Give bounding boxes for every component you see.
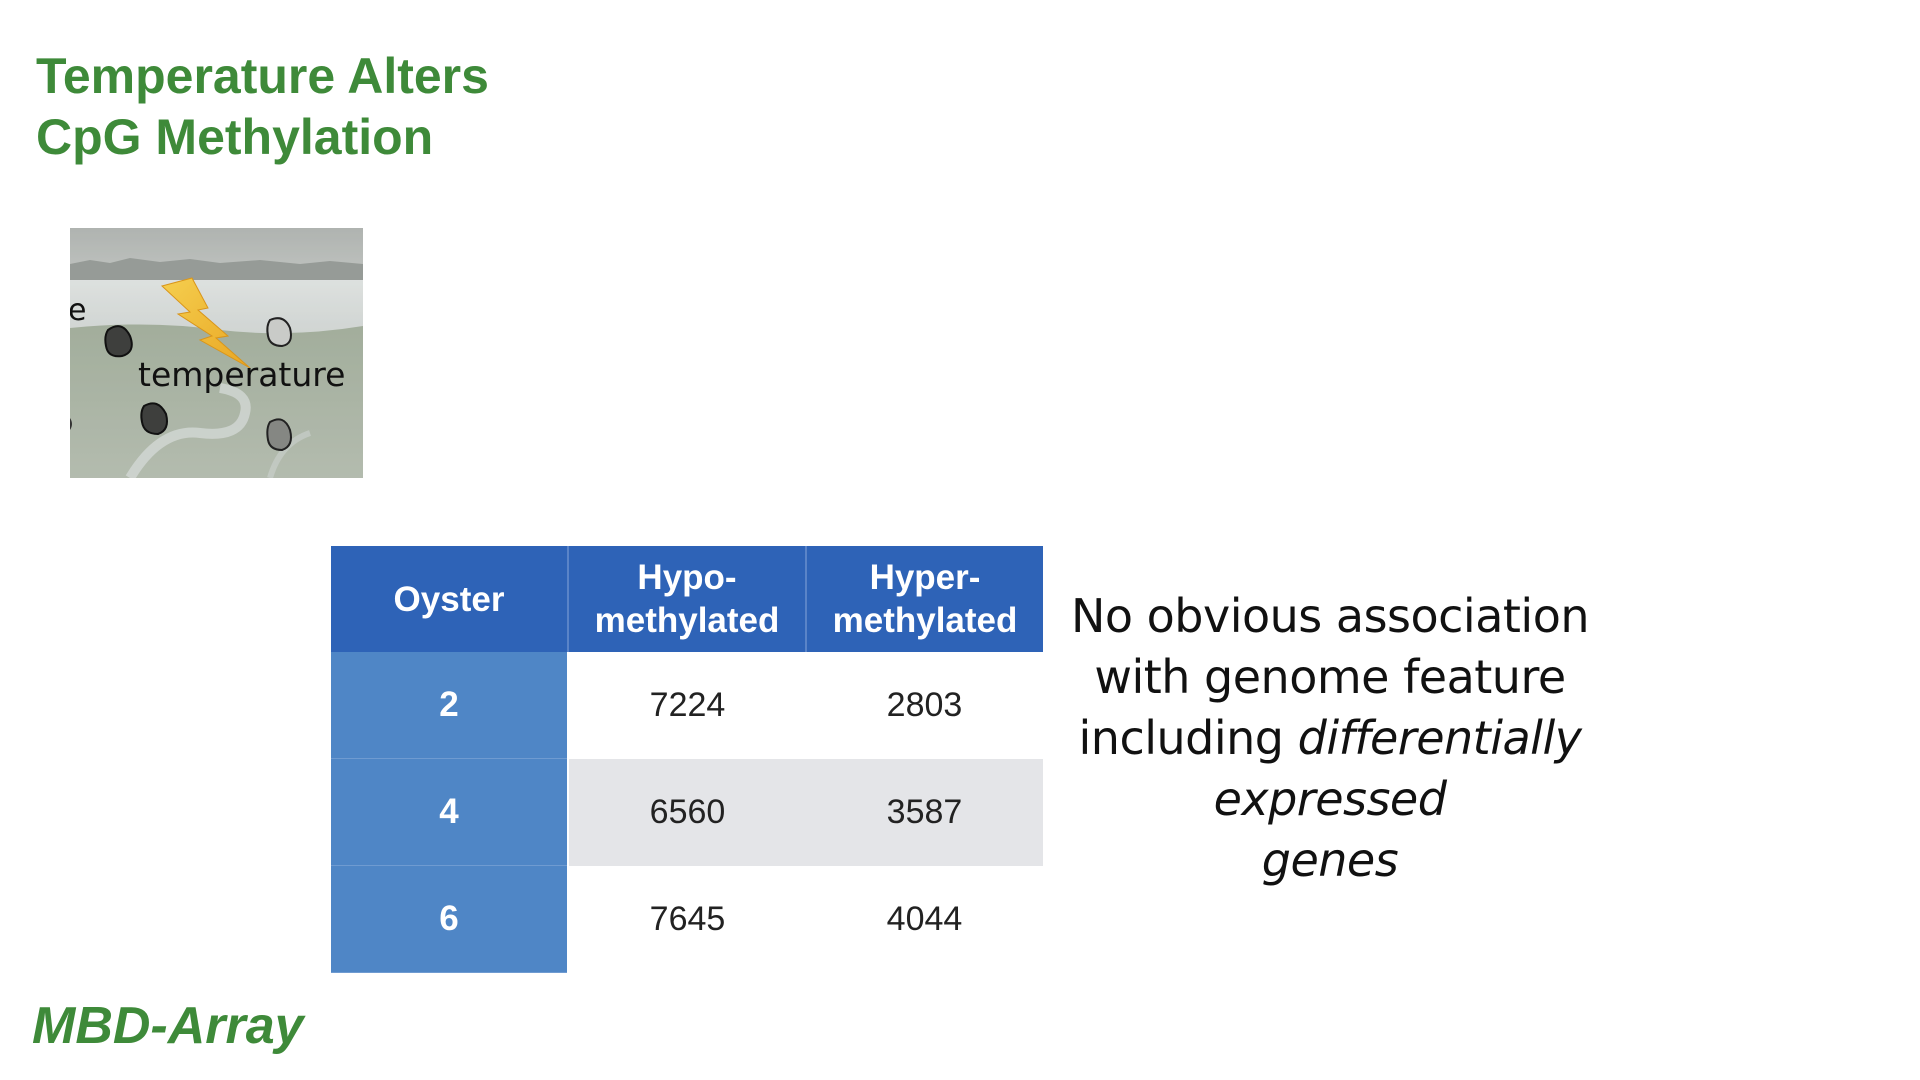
hypo-value-cell: 6560: [568, 758, 806, 866]
methylation-table: Oyster Hypo-methylated Hyper-methylated …: [331, 546, 1043, 973]
summary-note: No obvious association with genome featu…: [1040, 586, 1620, 891]
table-header-row: Oyster Hypo-methylated Hyper-methylated: [331, 546, 1043, 652]
note-line-4: expressed: [1213, 772, 1447, 826]
oyster-gray-icon: [266, 418, 292, 452]
note-line-1: No obvious association: [1070, 589, 1590, 643]
note-line-3: including differentially: [1078, 711, 1582, 765]
photo-temperature-label: temperature: [138, 355, 345, 394]
note-line-2: with genome feature: [1094, 650, 1566, 704]
oyster-light-icon: [266, 317, 292, 348]
note-emphasis: differentially: [1297, 711, 1582, 765]
hyper-value-cell: 4044: [806, 865, 1043, 973]
hypo-value-cell: 7224: [568, 652, 806, 759]
oyster-id-cell: 6: [331, 865, 569, 973]
hyper-value-cell: 3587: [806, 758, 1043, 866]
oyster-id-cell: 4: [331, 758, 569, 866]
oyster-id-cell: 2: [331, 652, 569, 759]
header-hyper-methylated: Hyper-methylated: [806, 546, 1043, 652]
lightning-bolt-icon: [160, 277, 251, 369]
slide-title-line-1: Temperature Alters: [36, 48, 489, 104]
oyster-dark-icon-1: [104, 325, 133, 358]
slide-title: Temperature Alters CpG Methylation: [36, 46, 489, 168]
temperature-photo: e temperature: [70, 228, 363, 478]
header-hypo-methylated: Hypo-methylated: [568, 546, 807, 652]
photo-edge-letter: e: [70, 293, 86, 328]
hypo-value-cell: 7645: [568, 865, 806, 973]
oyster-dark-icon-2: [140, 402, 168, 436]
table-row: 2 7224 2803: [331, 652, 1043, 759]
hyper-value-cell: 2803: [806, 652, 1043, 759]
method-label: MBD-Array: [32, 997, 304, 1055]
note-line-5: genes: [1261, 833, 1399, 887]
header-oyster: Oyster: [331, 546, 569, 652]
table-row: 4 6560 3587: [331, 758, 1043, 866]
table-row: 6 7645 4044: [331, 865, 1043, 973]
slide-title-line-2: CpG Methylation: [36, 109, 434, 165]
